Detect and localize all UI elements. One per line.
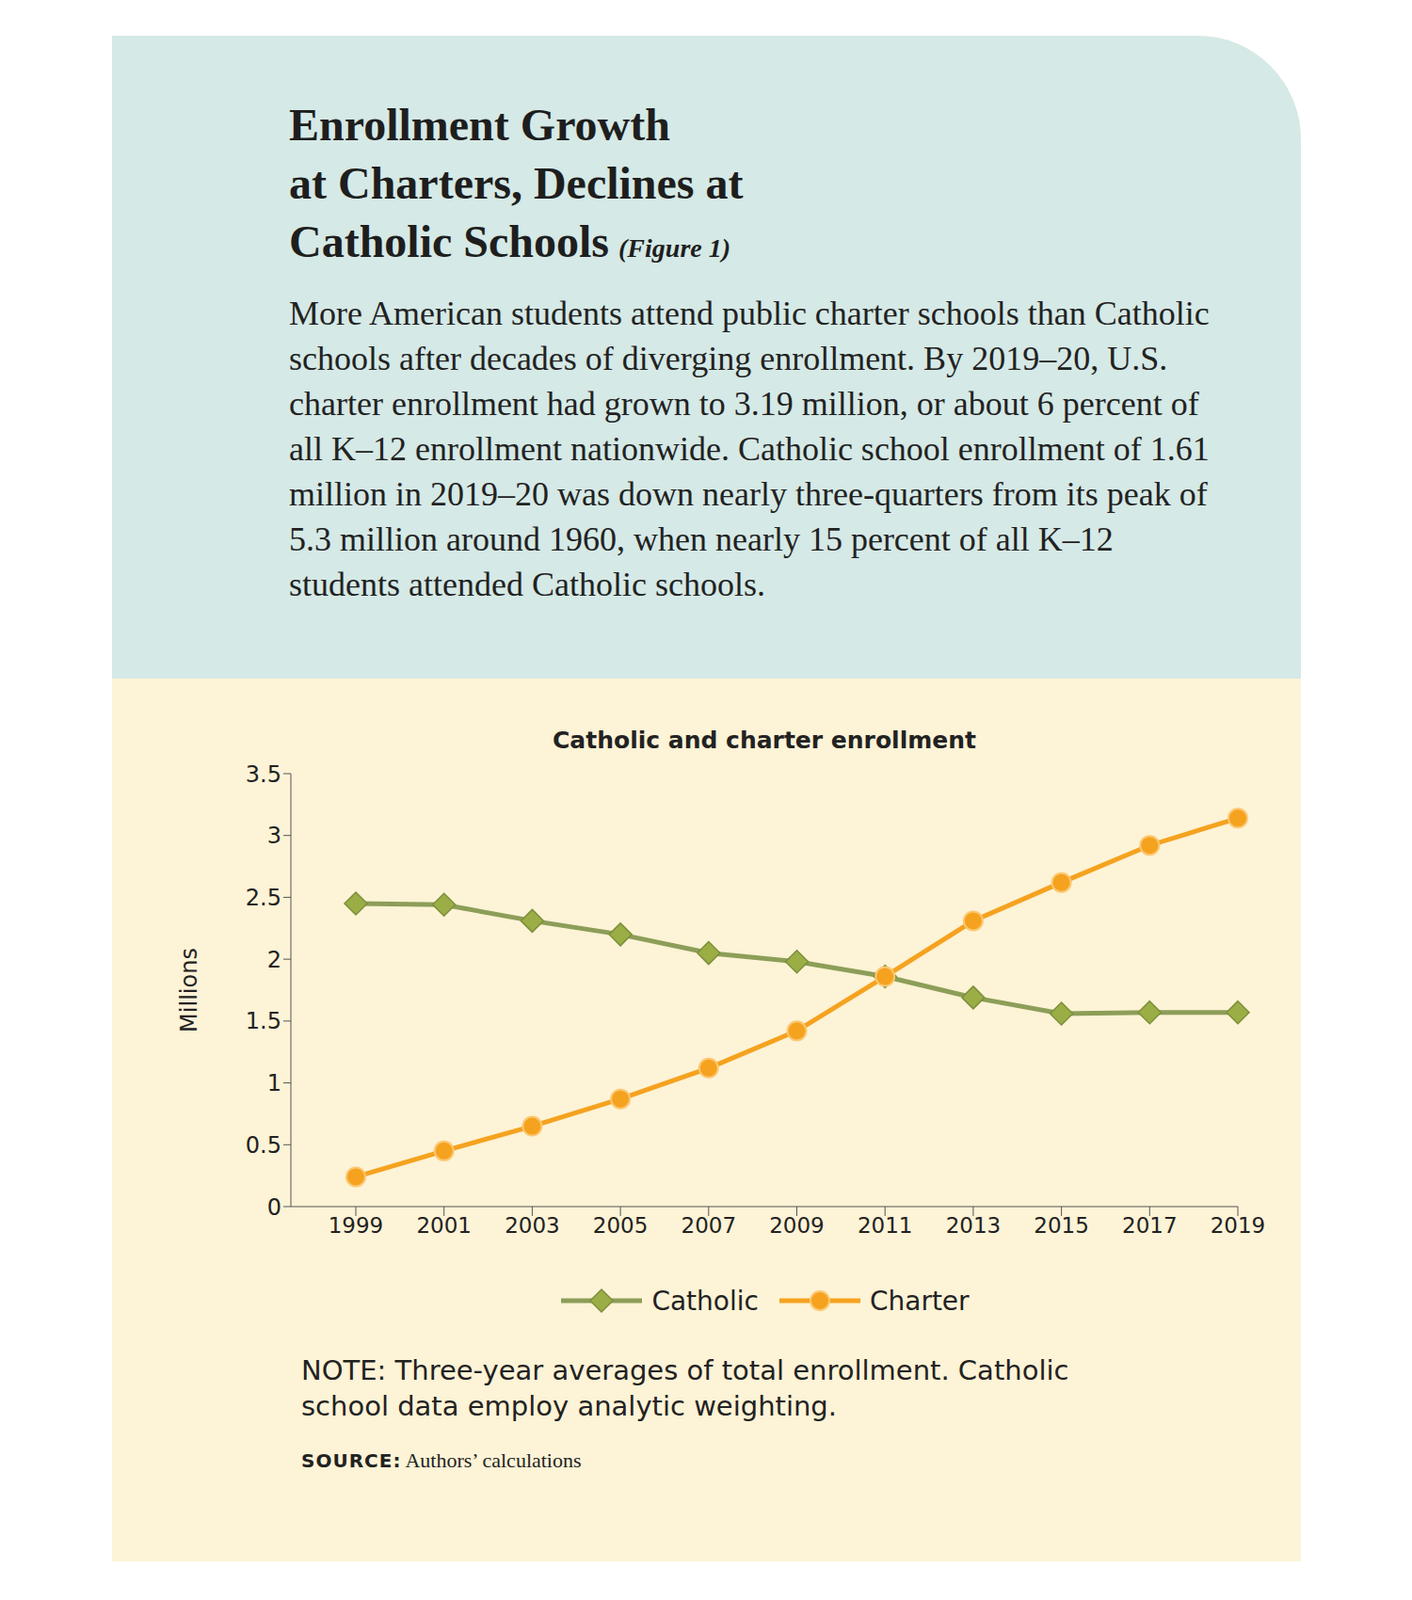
- svg-text:1: 1: [267, 1070, 282, 1097]
- svg-text:2005: 2005: [593, 1213, 649, 1238]
- svg-text:2013: 2013: [946, 1213, 1002, 1238]
- html-text:Catholic and charter enrollmen: Catholic and charter enrollment: [552, 726, 977, 755]
- svg-text:Millions: Millions: [176, 947, 203, 1033]
- svg-text:1999: 1999: [328, 1213, 385, 1238]
- svg-text:3: 3: [267, 822, 282, 850]
- html-text:More American students attend: More American students attend public cha…: [288, 294, 1210, 604]
- svg-text:0: 0: [267, 1194, 282, 1221]
- html-text:Catholic Schools (Figure 1): Catholic Schools (Figure 1): [288, 216, 731, 267]
- svg-text:0.5: 0.5: [245, 1132, 282, 1159]
- svg-text:2003: 2003: [504, 1213, 561, 1238]
- html-text:Catholic: Catholic: [651, 1285, 759, 1317]
- svg-text:1.5: 1.5: [245, 1008, 282, 1035]
- svg-text:3.5: 3.5: [245, 761, 282, 788]
- svg-text:2019: 2019: [1210, 1213, 1267, 1238]
- svg-text:2.5: 2.5: [245, 884, 282, 912]
- html-text:at Charters, Declines at: at Charters, Declines at: [288, 158, 744, 209]
- html-text:Enrollment Growth: Enrollment Growth: [288, 99, 671, 150]
- html-text:Charter: Charter: [869, 1285, 970, 1317]
- svg-text:2011: 2011: [857, 1213, 914, 1238]
- svg-text:2001: 2001: [416, 1213, 472, 1238]
- svg-text:2015: 2015: [1033, 1213, 1090, 1238]
- svg-text:2007: 2007: [681, 1213, 738, 1238]
- svg-text:2: 2: [267, 946, 282, 974]
- svg-text:2009: 2009: [769, 1213, 825, 1238]
- html-text:NOTE: Three-year averages of t: NOTE: Three-year averages of total enrol…: [301, 1354, 1069, 1423]
- html-text:SOURCE: Authors’ calculations: SOURCE: Authors’ calculations: [301, 1448, 582, 1473]
- svg-text:2017: 2017: [1122, 1213, 1178, 1238]
